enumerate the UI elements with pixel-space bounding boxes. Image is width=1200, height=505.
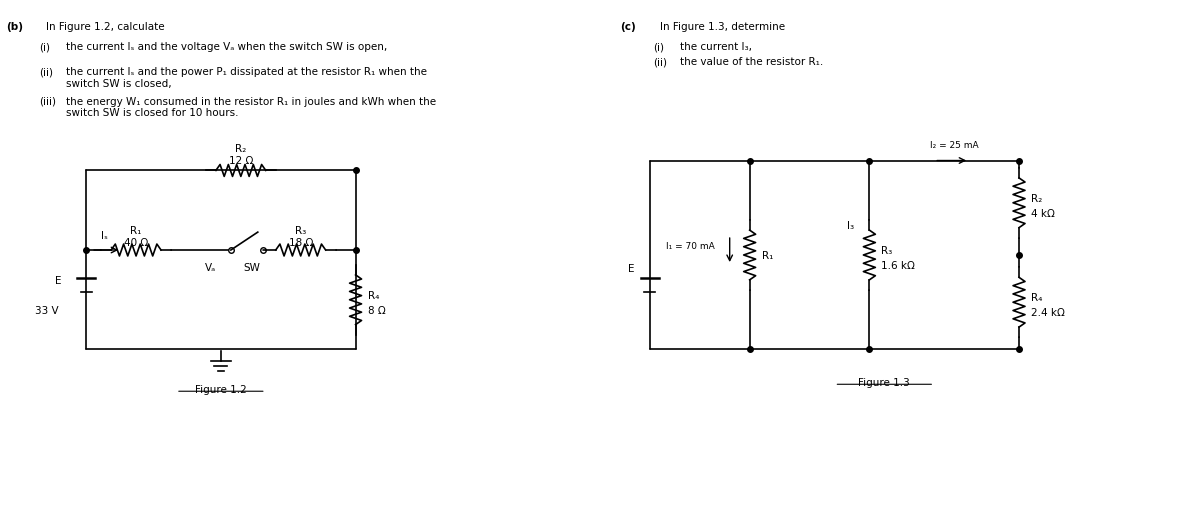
Text: the current I₃,: the current I₃, [680,42,752,52]
Text: Vₐ: Vₐ [205,263,216,272]
Text: 8 Ω: 8 Ω [367,305,385,315]
Text: the energy W₁ consumed in the resistor R₁ in joules and kWh when the
switch SW i: the energy W₁ consumed in the resistor R… [66,96,437,118]
Text: 33 V: 33 V [35,305,59,315]
Text: R₂: R₂ [1031,193,1043,204]
Text: R₄: R₄ [367,290,379,300]
Text: I₃: I₃ [847,221,854,231]
Text: (b): (b) [6,22,23,32]
Text: I₂ = 25 mA: I₂ = 25 mA [930,140,978,149]
Text: I₁ = 70 mA: I₁ = 70 mA [666,241,715,250]
Text: (c): (c) [620,22,636,32]
Text: R₃: R₃ [881,245,893,256]
Text: 18 Ω: 18 Ω [288,237,313,247]
Text: (ii): (ii) [653,57,667,67]
Text: R₁: R₁ [762,250,773,261]
Text: the current Iₛ and the power P₁ dissipated at the resistor R₁ when the
switch SW: the current Iₛ and the power P₁ dissipat… [66,67,427,88]
Text: E: E [55,275,61,285]
Text: (ii): (ii) [40,67,53,77]
Text: R₄: R₄ [1031,293,1043,302]
Text: the current Iₛ and the voltage Vₐ when the switch SW is open,: the current Iₛ and the voltage Vₐ when t… [66,42,388,52]
Text: R₂: R₂ [235,143,246,153]
Text: 12 Ω: 12 Ω [229,156,253,166]
Text: Iₛ: Iₛ [101,231,108,240]
Text: 40 Ω: 40 Ω [124,237,149,247]
Text: Figure 1.2: Figure 1.2 [196,384,247,394]
Text: 4 kΩ: 4 kΩ [1031,208,1055,218]
Text: (i): (i) [653,42,664,52]
Text: the value of the resistor R₁.: the value of the resistor R₁. [680,57,823,67]
Text: R₃: R₃ [295,226,306,236]
Text: SW: SW [244,263,260,272]
Text: R₁: R₁ [131,226,142,236]
Text: 1.6 kΩ: 1.6 kΩ [881,261,916,270]
Text: Figure 1.3: Figure 1.3 [858,378,911,387]
Text: 2.4 kΩ: 2.4 kΩ [1031,308,1064,318]
Text: E: E [629,264,635,273]
Text: (iii): (iii) [40,96,56,107]
Text: (i): (i) [40,42,50,52]
Text: In Figure 1.3, determine: In Figure 1.3, determine [660,22,785,32]
Text: In Figure 1.2, calculate: In Figure 1.2, calculate [47,22,164,32]
